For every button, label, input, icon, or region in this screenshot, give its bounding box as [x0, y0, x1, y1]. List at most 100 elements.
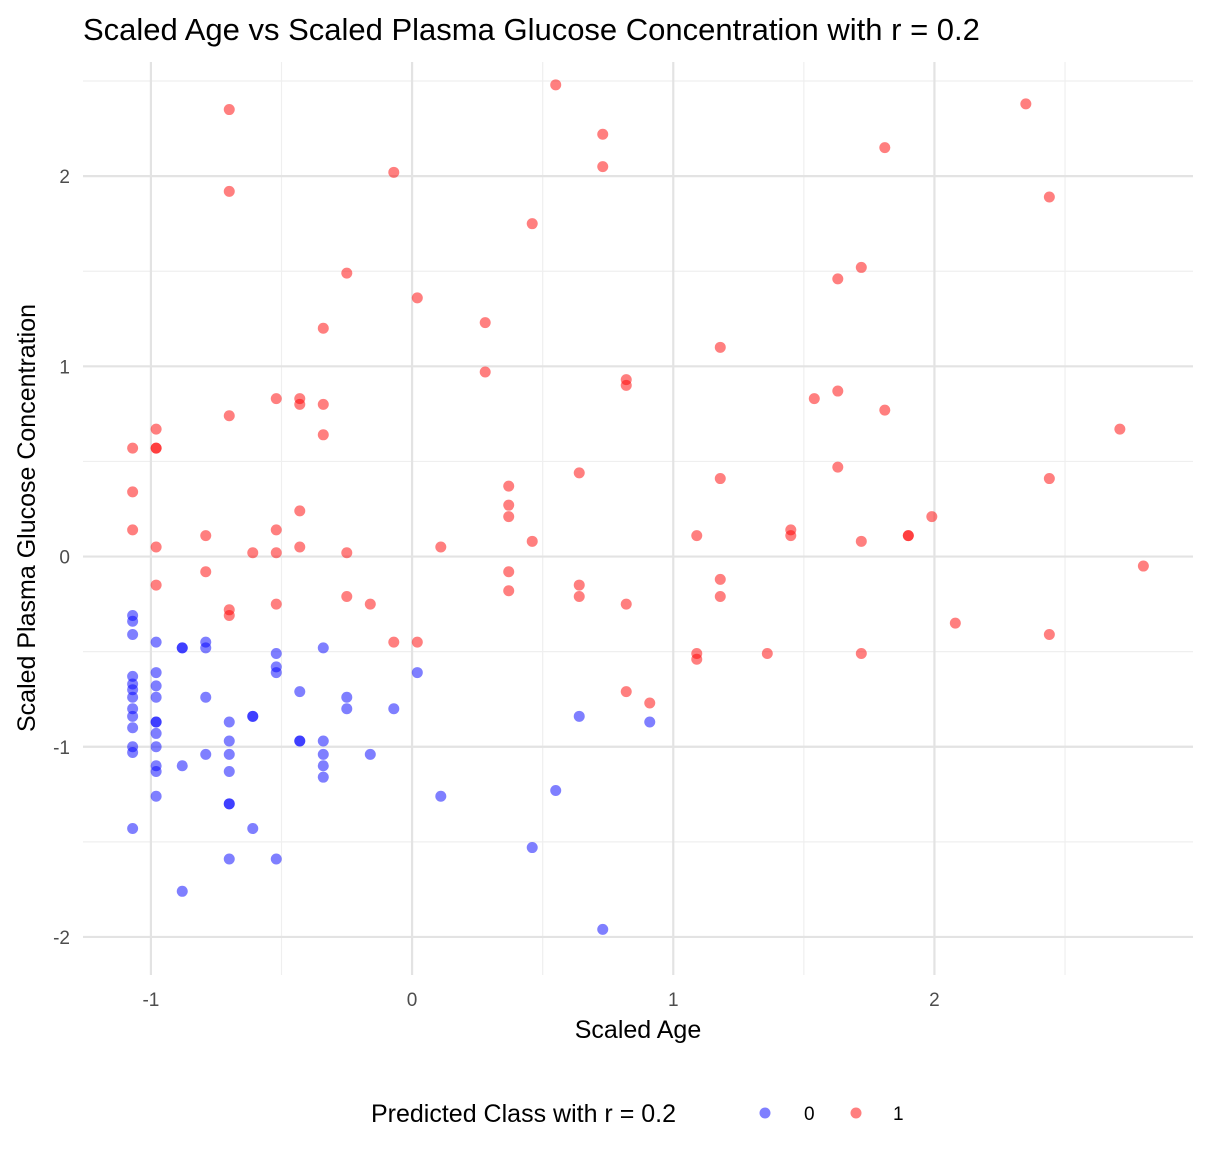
data-point-class-1: [597, 128, 609, 140]
data-point-class-0: [573, 710, 585, 722]
data-point-class-1: [150, 442, 162, 454]
data-point-class-0: [150, 790, 162, 802]
data-point-class-1: [620, 379, 632, 391]
data-point-class-1: [223, 610, 235, 622]
y-tick-label: 2: [59, 167, 70, 188]
data-point-class-1: [150, 423, 162, 435]
data-point-class-0: [223, 748, 235, 760]
data-point-class-1: [573, 579, 585, 591]
data-point-class-0: [435, 790, 447, 802]
data-point-class-1: [294, 541, 306, 553]
x-tick-label: 0: [407, 990, 418, 1011]
data-point-class-1: [411, 292, 423, 304]
data-point-class-1: [620, 598, 632, 610]
y-tick-label: -2: [53, 928, 70, 949]
data-point-class-1: [411, 636, 423, 648]
data-point-class-1: [526, 535, 538, 547]
data-point-class-1: [247, 547, 259, 559]
data-point-class-1: [879, 404, 891, 416]
data-point-class-1: [341, 547, 353, 559]
grid: [83, 62, 1193, 975]
data-point-class-1: [503, 585, 515, 597]
chart-title: Scaled Age vs Scaled Plasma Glucose Conc…: [83, 12, 980, 47]
data-point-class-1: [200, 566, 212, 578]
data-point-class-0: [317, 748, 329, 760]
data-point-class-1: [388, 166, 400, 178]
data-point-class-0: [127, 629, 139, 641]
data-point-class-1: [926, 511, 938, 523]
data-point-class-0: [526, 842, 538, 854]
data-point-class-0: [127, 615, 139, 627]
data-point-class-0: [223, 716, 235, 728]
data-point-class-0: [223, 765, 235, 777]
data-point-class-1: [597, 161, 609, 173]
data-point-class-1: [127, 442, 139, 454]
data-point-class-1: [879, 142, 891, 154]
data-point-class-0: [294, 735, 306, 747]
data-point-class-1: [479, 366, 491, 378]
data-point-class-1: [832, 461, 844, 473]
data-point-class-0: [200, 642, 212, 654]
data-point-class-1: [949, 617, 961, 629]
legend-key-0: [759, 1107, 771, 1119]
data-point-class-1: [294, 505, 306, 517]
data-point-class-1: [714, 573, 726, 585]
data-point-class-1: [270, 524, 282, 536]
data-point-class-0: [550, 784, 562, 796]
data-point-class-0: [176, 885, 188, 897]
x-axis-label: Scaled Age: [575, 1016, 702, 1044]
data-point-class-0: [317, 642, 329, 654]
data-point-class-1: [317, 398, 329, 410]
data-point-class-1: [479, 317, 491, 329]
data-point-class-1: [832, 273, 844, 285]
data-point-class-1: [503, 511, 515, 523]
data-point-class-1: [341, 267, 353, 279]
data-point-class-1: [573, 467, 585, 479]
data-point-class-1: [341, 590, 353, 602]
x-axis-ticks: -1 0 1 2: [142, 990, 939, 1011]
data-point-class-1: [550, 79, 562, 91]
data-point-class-1: [294, 398, 306, 410]
data-point-class-1: [223, 185, 235, 197]
data-point-class-0: [270, 667, 282, 679]
data-point-class-1: [714, 341, 726, 353]
data-point-class-1: [127, 486, 139, 498]
data-point-class-1: [691, 653, 703, 665]
data-point-class-1: [855, 648, 867, 660]
data-point-class-0: [341, 703, 353, 715]
data-point-class-0: [150, 727, 162, 739]
data-point-class-0: [127, 746, 139, 758]
data-point-class-1: [270, 393, 282, 405]
data-point-class-1: [573, 590, 585, 602]
data-point-class-0: [247, 823, 259, 835]
data-point-class-0: [127, 684, 139, 696]
data-point-class-0: [127, 710, 139, 722]
data-points: [127, 79, 1149, 935]
data-point-class-1: [150, 541, 162, 553]
data-point-class-0: [200, 748, 212, 760]
data-point-class-1: [1020, 98, 1032, 110]
data-point-class-1: [855, 261, 867, 273]
data-point-class-1: [785, 530, 797, 542]
y-tick-label: 0: [59, 548, 70, 569]
data-point-class-0: [317, 771, 329, 783]
data-point-class-1: [902, 530, 914, 542]
data-point-class-0: [270, 648, 282, 660]
y-axis-ticks: -2 -1 0 1 2: [53, 167, 70, 949]
data-point-class-1: [127, 524, 139, 536]
data-point-class-1: [223, 410, 235, 422]
data-point-class-0: [127, 670, 139, 682]
y-tick-label: 1: [59, 357, 70, 378]
data-point-class-0: [150, 636, 162, 648]
x-tick-label: 1: [668, 990, 679, 1011]
data-point-class-0: [411, 667, 423, 679]
legend-label-1: 1: [893, 1104, 904, 1125]
data-point-class-0: [127, 703, 139, 715]
data-point-class-1: [1043, 191, 1055, 203]
data-point-class-0: [150, 716, 162, 728]
data-point-class-0: [223, 735, 235, 747]
data-point-class-0: [127, 823, 139, 835]
data-point-class-1: [503, 499, 515, 511]
data-point-class-0: [150, 680, 162, 692]
